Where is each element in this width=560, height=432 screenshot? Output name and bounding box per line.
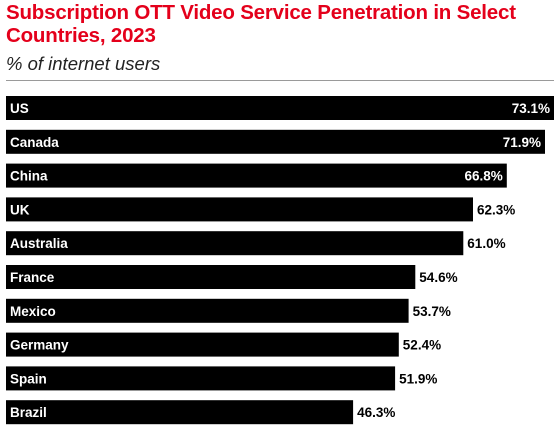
bar [6,163,507,188]
bar-row: China 66.8% [6,163,507,188]
category-label: Canada [10,135,59,150]
bar [6,129,545,154]
category-label: China [10,169,48,184]
value-label: 52.4% [403,338,441,353]
category-label: France [10,270,55,285]
bar [6,197,473,222]
bar-row: US 73.1% [6,96,554,120]
value-label: 62.3% [477,202,515,217]
value-label: 61.0% [467,236,505,251]
category-label: Australia [10,236,68,251]
bar-row: Canada 71.9% [6,129,545,154]
bar [6,366,396,391]
bar [6,96,554,120]
category-label: US [10,101,29,116]
title-divider [6,80,554,81]
bar [6,298,409,323]
bar-row: Germany 52.4% [6,332,441,357]
value-label: 51.9% [399,371,437,386]
category-label: UK [10,202,30,217]
chart-title: Subscription OTT Video Service Penetrati… [6,1,516,47]
bar-row: France 54.6% [6,265,458,289]
bar-row: Mexico 53.7% [6,298,451,323]
bar-row: UK 62.3% [6,197,515,222]
bar [6,231,464,256]
value-label: 46.3% [357,405,395,420]
bar [6,265,416,289]
category-label: Germany [10,338,69,353]
value-label: 53.7% [413,304,451,319]
value-label: 66.8% [465,169,503,184]
value-label: 71.9% [503,135,541,150]
chart-subtitle: % of internet users [6,53,161,74]
category-label: Brazil [10,405,47,420]
bar [6,332,399,357]
bar [6,400,354,425]
bar-row: Spain 51.9% [6,366,437,391]
bar-row: Brazil 46.3% [6,400,395,425]
value-label: 73.1% [512,101,550,116]
category-label: Mexico [10,304,56,319]
value-label: 54.6% [419,270,457,285]
bar-row: Australia 61.0% [6,231,506,256]
category-label: Spain [10,371,47,386]
